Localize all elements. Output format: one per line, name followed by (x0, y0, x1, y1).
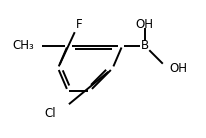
Text: CH₃: CH₃ (12, 39, 34, 52)
Text: B: B (141, 39, 149, 52)
Text: OH: OH (136, 18, 154, 31)
Text: F: F (76, 18, 82, 31)
Text: Cl: Cl (45, 107, 56, 120)
Text: OH: OH (169, 62, 187, 75)
